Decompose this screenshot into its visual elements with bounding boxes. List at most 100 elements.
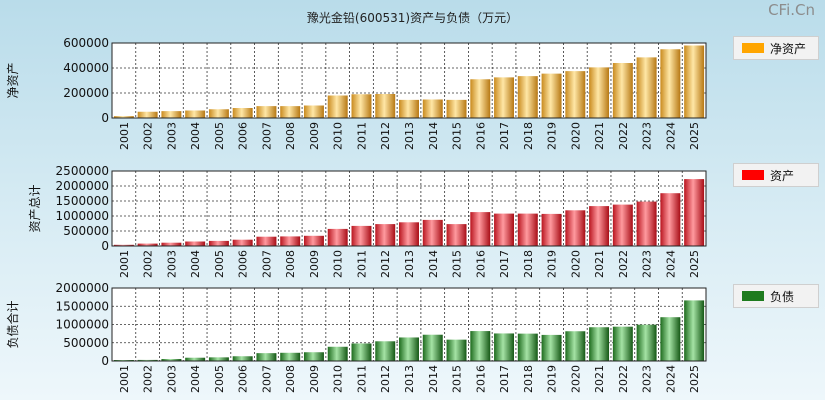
y-tick-label: 600000: [63, 36, 109, 50]
y-axis-label: 负债合计: [5, 300, 20, 348]
bar-2014: [422, 334, 443, 361]
bar-2011: [351, 343, 372, 361]
legend-assets: 资产: [733, 163, 819, 187]
bar-2011: [351, 225, 372, 246]
x-tick-label: 2017: [498, 122, 511, 150]
x-tick-label: 2003: [165, 365, 178, 393]
bar-2018: [517, 333, 538, 361]
bar-2005: [208, 109, 229, 118]
legend-label-assets: 资产: [770, 169, 795, 183]
bar-2019: [541, 213, 562, 246]
bar-2004: [185, 357, 206, 361]
bar-2002: [137, 243, 158, 246]
x-tick-label: 2012: [379, 122, 392, 150]
bar-2020: [565, 71, 586, 118]
plot-frame: [111, 42, 707, 119]
bar-2001: [113, 116, 134, 118]
x-tick-label: 2024: [664, 365, 677, 393]
x-tick-label: 2007: [260, 122, 273, 150]
x-tick-label: 2021: [593, 122, 606, 150]
x-tick-label: 2017: [498, 250, 511, 278]
bar-2012: [375, 94, 396, 118]
x-tick-label: 2021: [593, 250, 606, 278]
x-tick-label: 2010: [332, 365, 345, 393]
bar-2013: [399, 337, 419, 361]
bar-2021: [589, 206, 610, 246]
y-tick-label: 2500000: [56, 164, 109, 178]
y-tick-label: 0: [101, 354, 109, 368]
bar-2013: [399, 99, 419, 118]
bar-2010: [327, 228, 348, 246]
bar-2009: [303, 235, 324, 246]
bar-2023: [636, 324, 657, 361]
bar-2024: [660, 193, 681, 246]
x-tick-label: 2025: [688, 250, 701, 278]
x-tick-label: 2002: [142, 122, 155, 150]
bar-2019: [541, 334, 562, 361]
bar-2021: [589, 327, 610, 361]
x-tick-label: 2016: [474, 122, 487, 150]
x-tick-label: 2013: [403, 122, 416, 150]
bar-2015: [446, 224, 467, 246]
bar-2003: [161, 111, 182, 118]
x-tick-label: 2023: [641, 122, 654, 150]
x-tick-label: 2024: [664, 122, 677, 150]
panel-net-assets: 600000 400000 200000 0 2001 2002 2003 2004 2005 2…: [6, 36, 707, 150]
y-tick-label: 500000: [63, 336, 109, 350]
legend-liabilities: 负债: [733, 284, 819, 308]
bar-2010: [327, 95, 348, 118]
x-tick-label: 2004: [189, 365, 202, 393]
x-tick-label: 2005: [213, 365, 226, 393]
x-tick-label: 2002: [142, 365, 155, 393]
bar-2014: [422, 219, 443, 246]
bar-2024: [660, 49, 681, 118]
x-tick-label: 2019: [546, 365, 559, 393]
x-tick-label: 2014: [427, 365, 440, 393]
bar-2003: [161, 242, 182, 246]
x-tick-label: 2009: [308, 250, 321, 278]
bar-2014: [422, 99, 443, 118]
x-tick-label: 2024: [664, 250, 677, 278]
legend-swatch-liabilities: [742, 291, 764, 301]
bar-2024: [660, 317, 681, 361]
bar-2025: [684, 300, 705, 361]
bar-2001: [113, 244, 134, 246]
bar-2016: [470, 79, 491, 118]
bar-2017: [494, 213, 515, 246]
bar-2025: [684, 179, 705, 246]
bar-2021: [589, 67, 610, 118]
legend-label-liabilities: 负债: [770, 290, 795, 304]
y-tick-label: 0: [101, 239, 109, 253]
bar-2017: [494, 77, 515, 118]
bar-2018: [517, 213, 538, 246]
x-tick-label: 2018: [522, 250, 535, 278]
x-tick-label: 2006: [237, 365, 250, 393]
bar-2018: [517, 76, 538, 118]
y-tick-label: 1500000: [56, 299, 109, 313]
bar-2023: [636, 201, 657, 246]
x-tick-label: 2014: [427, 122, 440, 150]
x-tick-label: 2008: [284, 365, 297, 393]
bar-2005: [208, 357, 229, 361]
x-tick-label: 2018: [522, 365, 535, 393]
bar-2011: [351, 94, 372, 118]
x-tick-label: 2010: [332, 122, 345, 150]
legend-swatch-net-assets: [742, 43, 764, 53]
x-tick-label: 2011: [355, 122, 368, 150]
x-tick-label: 2013: [403, 365, 416, 393]
x-tick-label: 2016: [474, 250, 487, 278]
bar-2012: [375, 341, 396, 361]
bar-2009: [303, 105, 324, 118]
x-tick-label: 2013: [403, 250, 416, 278]
legend-swatch-assets: [742, 170, 764, 180]
bar-2023: [636, 57, 657, 118]
x-tick-label: 2012: [379, 365, 392, 393]
bar-2009: [303, 352, 324, 361]
x-tick-label: 2022: [617, 122, 630, 150]
bar-2015: [446, 339, 467, 361]
bar-2025: [684, 45, 705, 118]
x-tick-label: 2015: [451, 250, 464, 278]
bar-2006: [232, 356, 253, 361]
bar-2004: [185, 110, 206, 118]
x-tick-label: 2022: [617, 365, 630, 393]
